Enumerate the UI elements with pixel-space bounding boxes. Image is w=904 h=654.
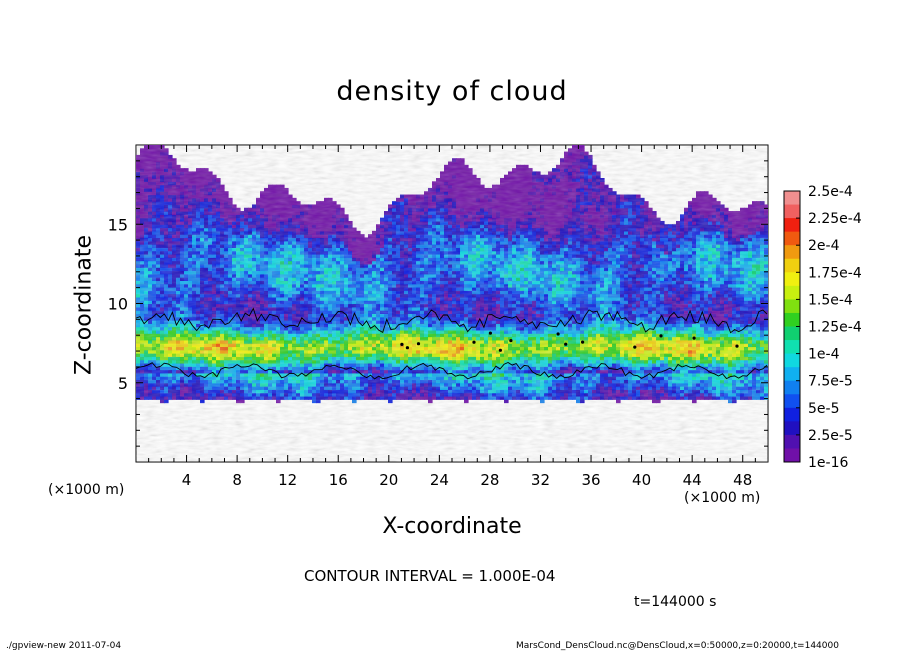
density-field — [136, 145, 768, 462]
